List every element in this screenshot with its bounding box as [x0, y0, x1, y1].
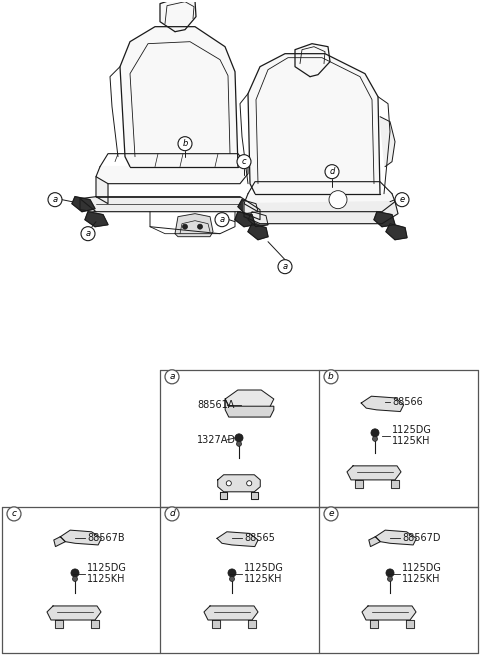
Text: a: a: [85, 229, 91, 238]
Polygon shape: [355, 480, 363, 488]
Text: c: c: [242, 157, 246, 166]
Polygon shape: [374, 212, 395, 227]
Text: 1125DG: 1125DG: [87, 563, 127, 573]
Polygon shape: [47, 606, 101, 620]
Polygon shape: [406, 620, 414, 628]
Circle shape: [386, 569, 394, 577]
Circle shape: [182, 224, 188, 229]
Polygon shape: [55, 620, 63, 628]
Circle shape: [81, 227, 95, 240]
Text: 88561A: 88561A: [197, 400, 234, 410]
Text: a: a: [219, 215, 225, 224]
Polygon shape: [218, 475, 260, 492]
Polygon shape: [160, 0, 196, 31]
Circle shape: [324, 507, 338, 521]
Circle shape: [71, 569, 79, 577]
Circle shape: [165, 370, 179, 384]
Text: c: c: [12, 510, 16, 518]
Polygon shape: [96, 177, 108, 204]
Polygon shape: [91, 620, 99, 628]
Polygon shape: [370, 620, 378, 628]
Polygon shape: [120, 27, 238, 166]
Circle shape: [226, 481, 231, 486]
Polygon shape: [220, 492, 227, 498]
Polygon shape: [361, 396, 404, 411]
Text: e: e: [399, 195, 405, 204]
Circle shape: [7, 507, 21, 521]
Polygon shape: [60, 530, 101, 545]
Polygon shape: [204, 606, 258, 620]
Polygon shape: [217, 532, 258, 546]
Text: d: d: [329, 167, 335, 176]
Polygon shape: [347, 466, 401, 480]
Polygon shape: [235, 212, 255, 227]
Text: a: a: [282, 262, 288, 271]
Polygon shape: [244, 202, 398, 223]
Polygon shape: [248, 620, 256, 628]
Circle shape: [324, 370, 338, 384]
Polygon shape: [96, 166, 248, 183]
Circle shape: [197, 224, 203, 229]
Polygon shape: [248, 212, 268, 227]
Circle shape: [235, 434, 243, 442]
Text: 1125DG: 1125DG: [402, 563, 442, 573]
Circle shape: [395, 193, 409, 207]
Text: e: e: [328, 510, 334, 518]
Polygon shape: [251, 492, 258, 498]
Circle shape: [387, 576, 393, 582]
Polygon shape: [391, 480, 399, 488]
Circle shape: [229, 576, 235, 582]
Polygon shape: [362, 606, 416, 620]
Text: d: d: [169, 510, 175, 518]
Circle shape: [237, 155, 251, 169]
Polygon shape: [54, 536, 65, 546]
Text: a: a: [52, 195, 58, 204]
Polygon shape: [369, 536, 380, 546]
Text: 1327AD: 1327AD: [197, 435, 236, 445]
Text: 1125DG: 1125DG: [244, 563, 284, 573]
Polygon shape: [248, 223, 268, 240]
Polygon shape: [295, 44, 330, 77]
Polygon shape: [212, 620, 220, 628]
Polygon shape: [375, 530, 416, 545]
Text: 88566: 88566: [392, 397, 423, 407]
Text: 88565: 88565: [244, 533, 275, 543]
Text: 1125KH: 1125KH: [87, 574, 125, 584]
Polygon shape: [238, 200, 258, 214]
Circle shape: [48, 193, 62, 207]
Text: 1125DG: 1125DG: [392, 425, 432, 435]
Text: 88567B: 88567B: [87, 533, 125, 543]
Circle shape: [215, 213, 229, 227]
Polygon shape: [248, 54, 380, 194]
Polygon shape: [386, 223, 407, 240]
Text: 1125KH: 1125KH: [392, 436, 431, 446]
Polygon shape: [72, 196, 95, 212]
Circle shape: [372, 436, 377, 441]
Text: 1125KH: 1125KH: [402, 574, 441, 584]
Circle shape: [329, 191, 347, 209]
Polygon shape: [244, 194, 395, 212]
Circle shape: [247, 481, 252, 486]
Polygon shape: [380, 117, 395, 166]
Text: b: b: [328, 372, 334, 381]
Circle shape: [237, 441, 241, 446]
Circle shape: [165, 507, 179, 521]
Circle shape: [72, 576, 77, 582]
Polygon shape: [85, 212, 108, 227]
Polygon shape: [225, 390, 274, 406]
Text: 1125KH: 1125KH: [244, 574, 283, 584]
Polygon shape: [225, 399, 274, 417]
Polygon shape: [80, 196, 260, 219]
Text: 88567D: 88567D: [402, 533, 441, 543]
Text: a: a: [169, 372, 175, 381]
Text: b: b: [182, 139, 188, 148]
Polygon shape: [175, 214, 213, 236]
Circle shape: [178, 137, 192, 151]
Circle shape: [325, 164, 339, 179]
Circle shape: [228, 569, 236, 577]
Circle shape: [371, 429, 379, 437]
Circle shape: [278, 259, 292, 274]
